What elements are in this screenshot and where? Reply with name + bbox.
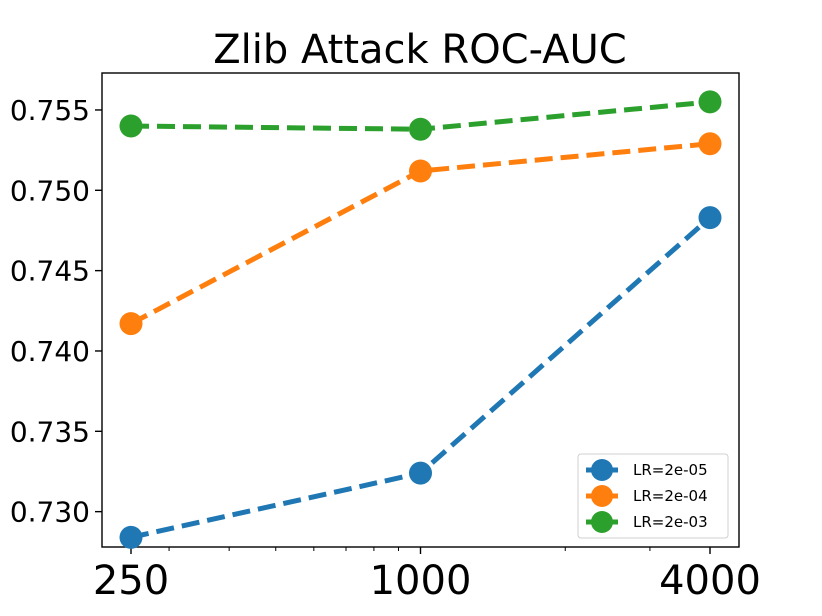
x-tick-label: 250 <box>93 558 169 604</box>
x-tick-label: 4000 <box>659 558 761 604</box>
legend-marker <box>591 485 613 507</box>
y-tick-label: 0.750 <box>10 174 90 207</box>
y-tick-label: 0.730 <box>10 496 90 529</box>
x-tick-label: 1000 <box>370 558 472 604</box>
series-group <box>119 206 722 549</box>
series-group <box>119 90 722 141</box>
chart-title: Zlib Attack ROC-AUC <box>213 27 626 73</box>
data-point <box>409 117 432 141</box>
legend-box <box>577 453 729 539</box>
data-point <box>409 159 432 183</box>
data-point <box>119 312 143 336</box>
series-layer <box>119 90 722 549</box>
data-point <box>119 525 143 549</box>
data-point <box>698 206 722 230</box>
y-axis: 0.730 0.735 0.740 0.745 0.750 0.755 <box>10 94 102 529</box>
series-group <box>119 132 722 336</box>
legend-marker <box>591 459 613 481</box>
data-point <box>698 90 722 114</box>
data-point <box>119 114 143 138</box>
legend-label: LR=2e-04 <box>633 487 708 505</box>
legend-marker <box>591 511 613 533</box>
legend: LR=2e-05 LR=2e-04 LR=2e-03 <box>577 453 729 539</box>
legend-label: LR=2e-05 <box>633 461 708 479</box>
data-point <box>698 132 722 156</box>
x-axis: 250 1000 4000 <box>93 547 761 604</box>
y-tick-label: 0.740 <box>10 335 90 368</box>
legend-label: LR=2e-03 <box>633 513 708 531</box>
data-point <box>409 461 432 485</box>
y-tick-label: 0.755 <box>10 94 90 127</box>
y-tick-label: 0.745 <box>10 255 90 288</box>
y-tick-label: 0.735 <box>10 415 90 448</box>
